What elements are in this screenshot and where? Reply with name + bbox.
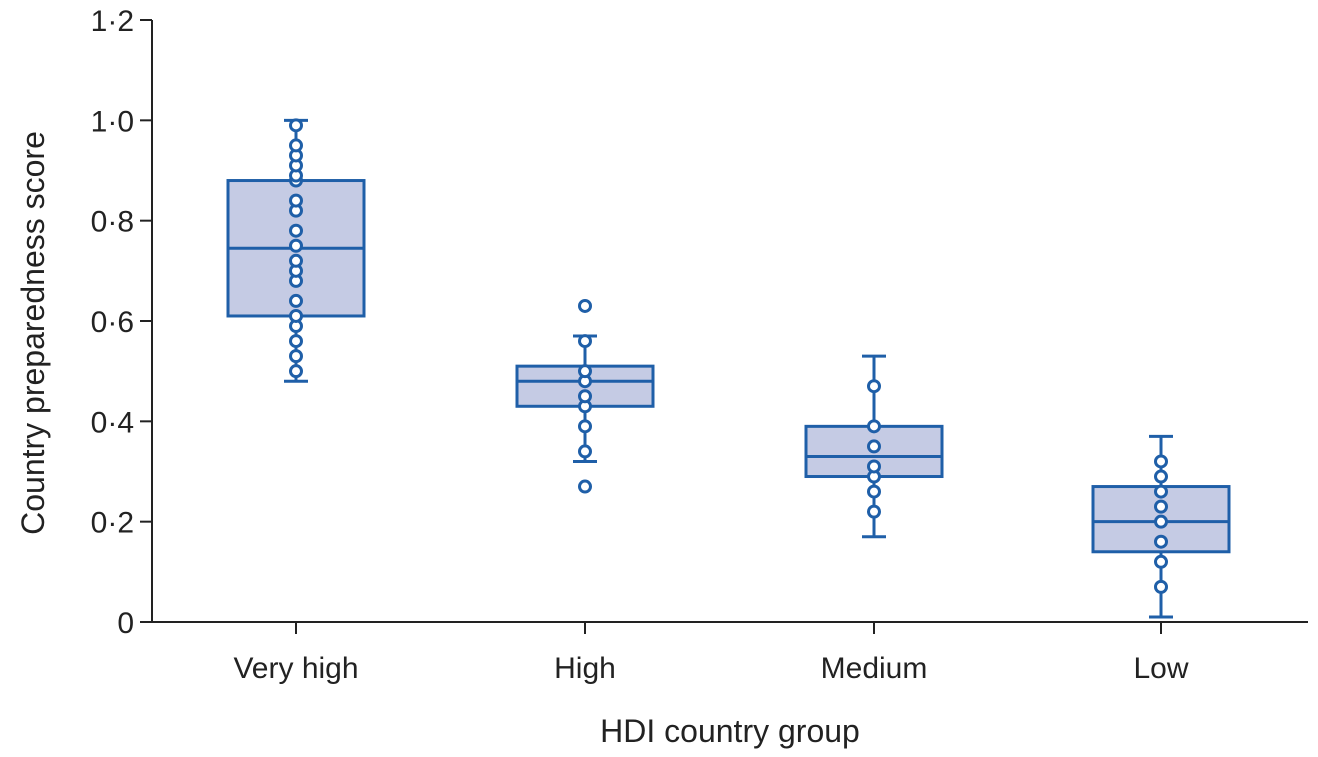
data-point [289, 349, 303, 364]
data-point [289, 253, 303, 268]
y-axis-ticks: 0 0·2 0·4 0·6 0·8 1·0 1·2 [91, 5, 152, 640]
y-tick-label: 0·8 [91, 206, 134, 239]
y-axis-title: Country preparedness score [15, 131, 51, 535]
box-group [226, 118, 366, 383]
data-point [867, 419, 881, 434]
box-group [1091, 434, 1231, 619]
data-point [289, 138, 303, 153]
data-point [867, 379, 881, 394]
data-point [578, 334, 592, 349]
box-group [804, 354, 944, 539]
data-point [289, 334, 303, 349]
box-group [515, 298, 655, 494]
data-point [1154, 534, 1168, 549]
x-axis-ticks: Very high High Medium Low [233, 622, 1189, 685]
x-axis-title: HDI country group [600, 713, 860, 749]
data-point [1154, 579, 1168, 594]
y-tick-label: 1·0 [91, 105, 134, 138]
data-point [867, 439, 881, 454]
data-point [289, 308, 303, 323]
data-point [289, 364, 303, 379]
y-tick-label: 1·2 [91, 5, 134, 38]
data-point [867, 484, 881, 499]
data-point [1154, 484, 1168, 499]
y-tick-label: 0·6 [91, 306, 134, 339]
x-tick-label: Medium [821, 652, 928, 685]
data-point [289, 193, 303, 208]
x-tick-label: Very high [233, 652, 358, 685]
data-point [867, 504, 881, 519]
data-point [578, 479, 592, 494]
data-point [1154, 514, 1168, 529]
y-tick-label: 0·4 [91, 406, 134, 439]
data-point [578, 389, 592, 404]
data-point [1154, 469, 1168, 484]
data-point [867, 459, 881, 474]
data-point [578, 419, 592, 434]
data-point [289, 118, 303, 133]
data-point [289, 223, 303, 238]
x-tick-label: Low [1133, 652, 1188, 685]
y-tick-label: 0 [117, 607, 134, 640]
data-point [289, 293, 303, 308]
data-point [289, 238, 303, 253]
y-tick-label: 0·2 [91, 507, 134, 540]
data-point [578, 364, 592, 379]
plot-area [226, 118, 1231, 619]
data-point [578, 444, 592, 459]
x-tick-label: High [554, 652, 616, 685]
data-point [1154, 499, 1168, 514]
data-point [1154, 454, 1168, 469]
data-point [1154, 554, 1168, 569]
data-point [578, 298, 592, 313]
